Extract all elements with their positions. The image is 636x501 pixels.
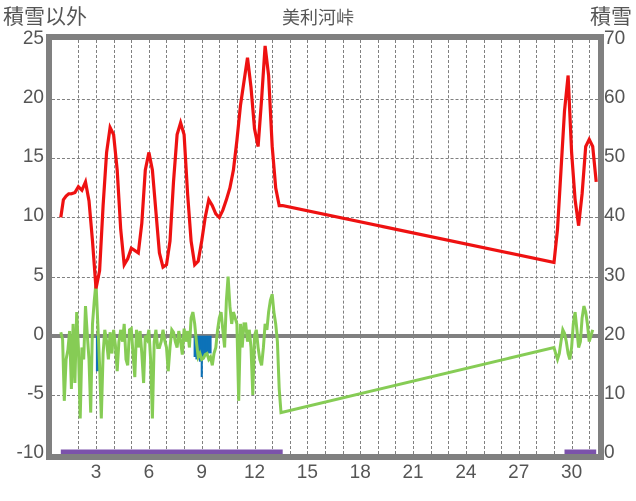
blue-bar	[205, 335, 208, 355]
green-series	[59, 276, 595, 419]
right-tick-label: 0	[604, 442, 615, 463]
gridline-v	[272, 40, 274, 454]
gridline-h	[52, 99, 598, 101]
gridline-v	[377, 40, 379, 454]
gridline-v	[360, 40, 362, 454]
x-tick-label: 27	[508, 462, 530, 483]
left-tick-label: 5	[33, 264, 44, 286]
left-tick-label: 10	[22, 205, 44, 227]
gridline-h	[52, 276, 598, 278]
zero-baseline	[52, 333, 598, 338]
plot-area	[52, 40, 598, 455]
gridline-v	[184, 40, 186, 454]
right-tick-label: 70	[604, 28, 626, 49]
gridline-v	[236, 40, 238, 454]
gridline-v	[219, 40, 221, 454]
left-tick-label: 25	[22, 28, 44, 49]
series-canvas	[59, 45, 598, 455]
x-tick-label: 12	[243, 462, 266, 483]
blue-bar	[207, 335, 210, 354]
green-series-line	[59, 276, 595, 419]
x-tick-label: 6	[143, 462, 155, 483]
gridline-v	[589, 40, 591, 454]
left-tick-label: 15	[22, 146, 44, 168]
gridline-h	[52, 217, 598, 219]
red-series	[59, 45, 598, 289]
x-tick-label: 21	[402, 462, 424, 483]
gridline-v	[465, 40, 467, 454]
blue-bar	[204, 335, 207, 356]
x-tick-label: 18	[349, 462, 371, 483]
blue-bar	[209, 335, 212, 354]
x-tick-label: 15	[296, 462, 318, 483]
gridline-v	[413, 40, 415, 454]
left-tick-label: 0	[33, 323, 44, 345]
x-tick-label: 24	[455, 462, 477, 483]
gridline-v	[518, 40, 520, 454]
blue-bar	[193, 335, 196, 357]
gridline-v	[289, 40, 291, 454]
blue-bar	[202, 335, 205, 357]
gridline-v	[325, 40, 326, 454]
gridline-v	[148, 40, 150, 454]
left-tick-label: -10	[16, 442, 44, 463]
gridline-v	[501, 40, 503, 454]
left-tick-label: 20	[22, 87, 44, 109]
right-tick-label: 40	[604, 205, 626, 227]
x-tick-label: 30	[561, 462, 583, 483]
gridline-v	[395, 40, 397, 454]
gridline-v	[342, 40, 344, 454]
gridline-h	[52, 394, 598, 396]
left-axis-title: 積雪以外	[3, 6, 87, 29]
gridline-v	[78, 40, 80, 454]
right-tick-label: 50	[604, 146, 626, 168]
left-tick-label: -5	[27, 382, 44, 404]
right-axis-title: 積雪	[590, 6, 632, 29]
gridline-h	[52, 158, 598, 160]
gridline-v	[448, 40, 450, 454]
gridline-v	[571, 40, 573, 454]
chart-title: 美利河峠	[282, 8, 354, 28]
gridline-v	[430, 40, 432, 454]
right-tick-label: 60	[604, 87, 626, 109]
gridline-v	[307, 40, 309, 454]
x-tick-label: 3	[90, 462, 102, 483]
blue-bar	[198, 335, 201, 362]
gridline-v	[96, 40, 98, 454]
right-tick-label: 10	[604, 382, 626, 404]
blue-bar	[95, 335, 98, 372]
right-tick-label: 20	[604, 323, 626, 345]
red-series-line	[59, 45, 598, 289]
right-tick-label: 30	[604, 264, 626, 286]
x-tick-label: 9	[196, 462, 207, 483]
gridline-v	[536, 40, 538, 454]
gridline-v	[166, 40, 168, 454]
gridline-v	[254, 40, 256, 454]
gridline-v	[113, 40, 115, 454]
